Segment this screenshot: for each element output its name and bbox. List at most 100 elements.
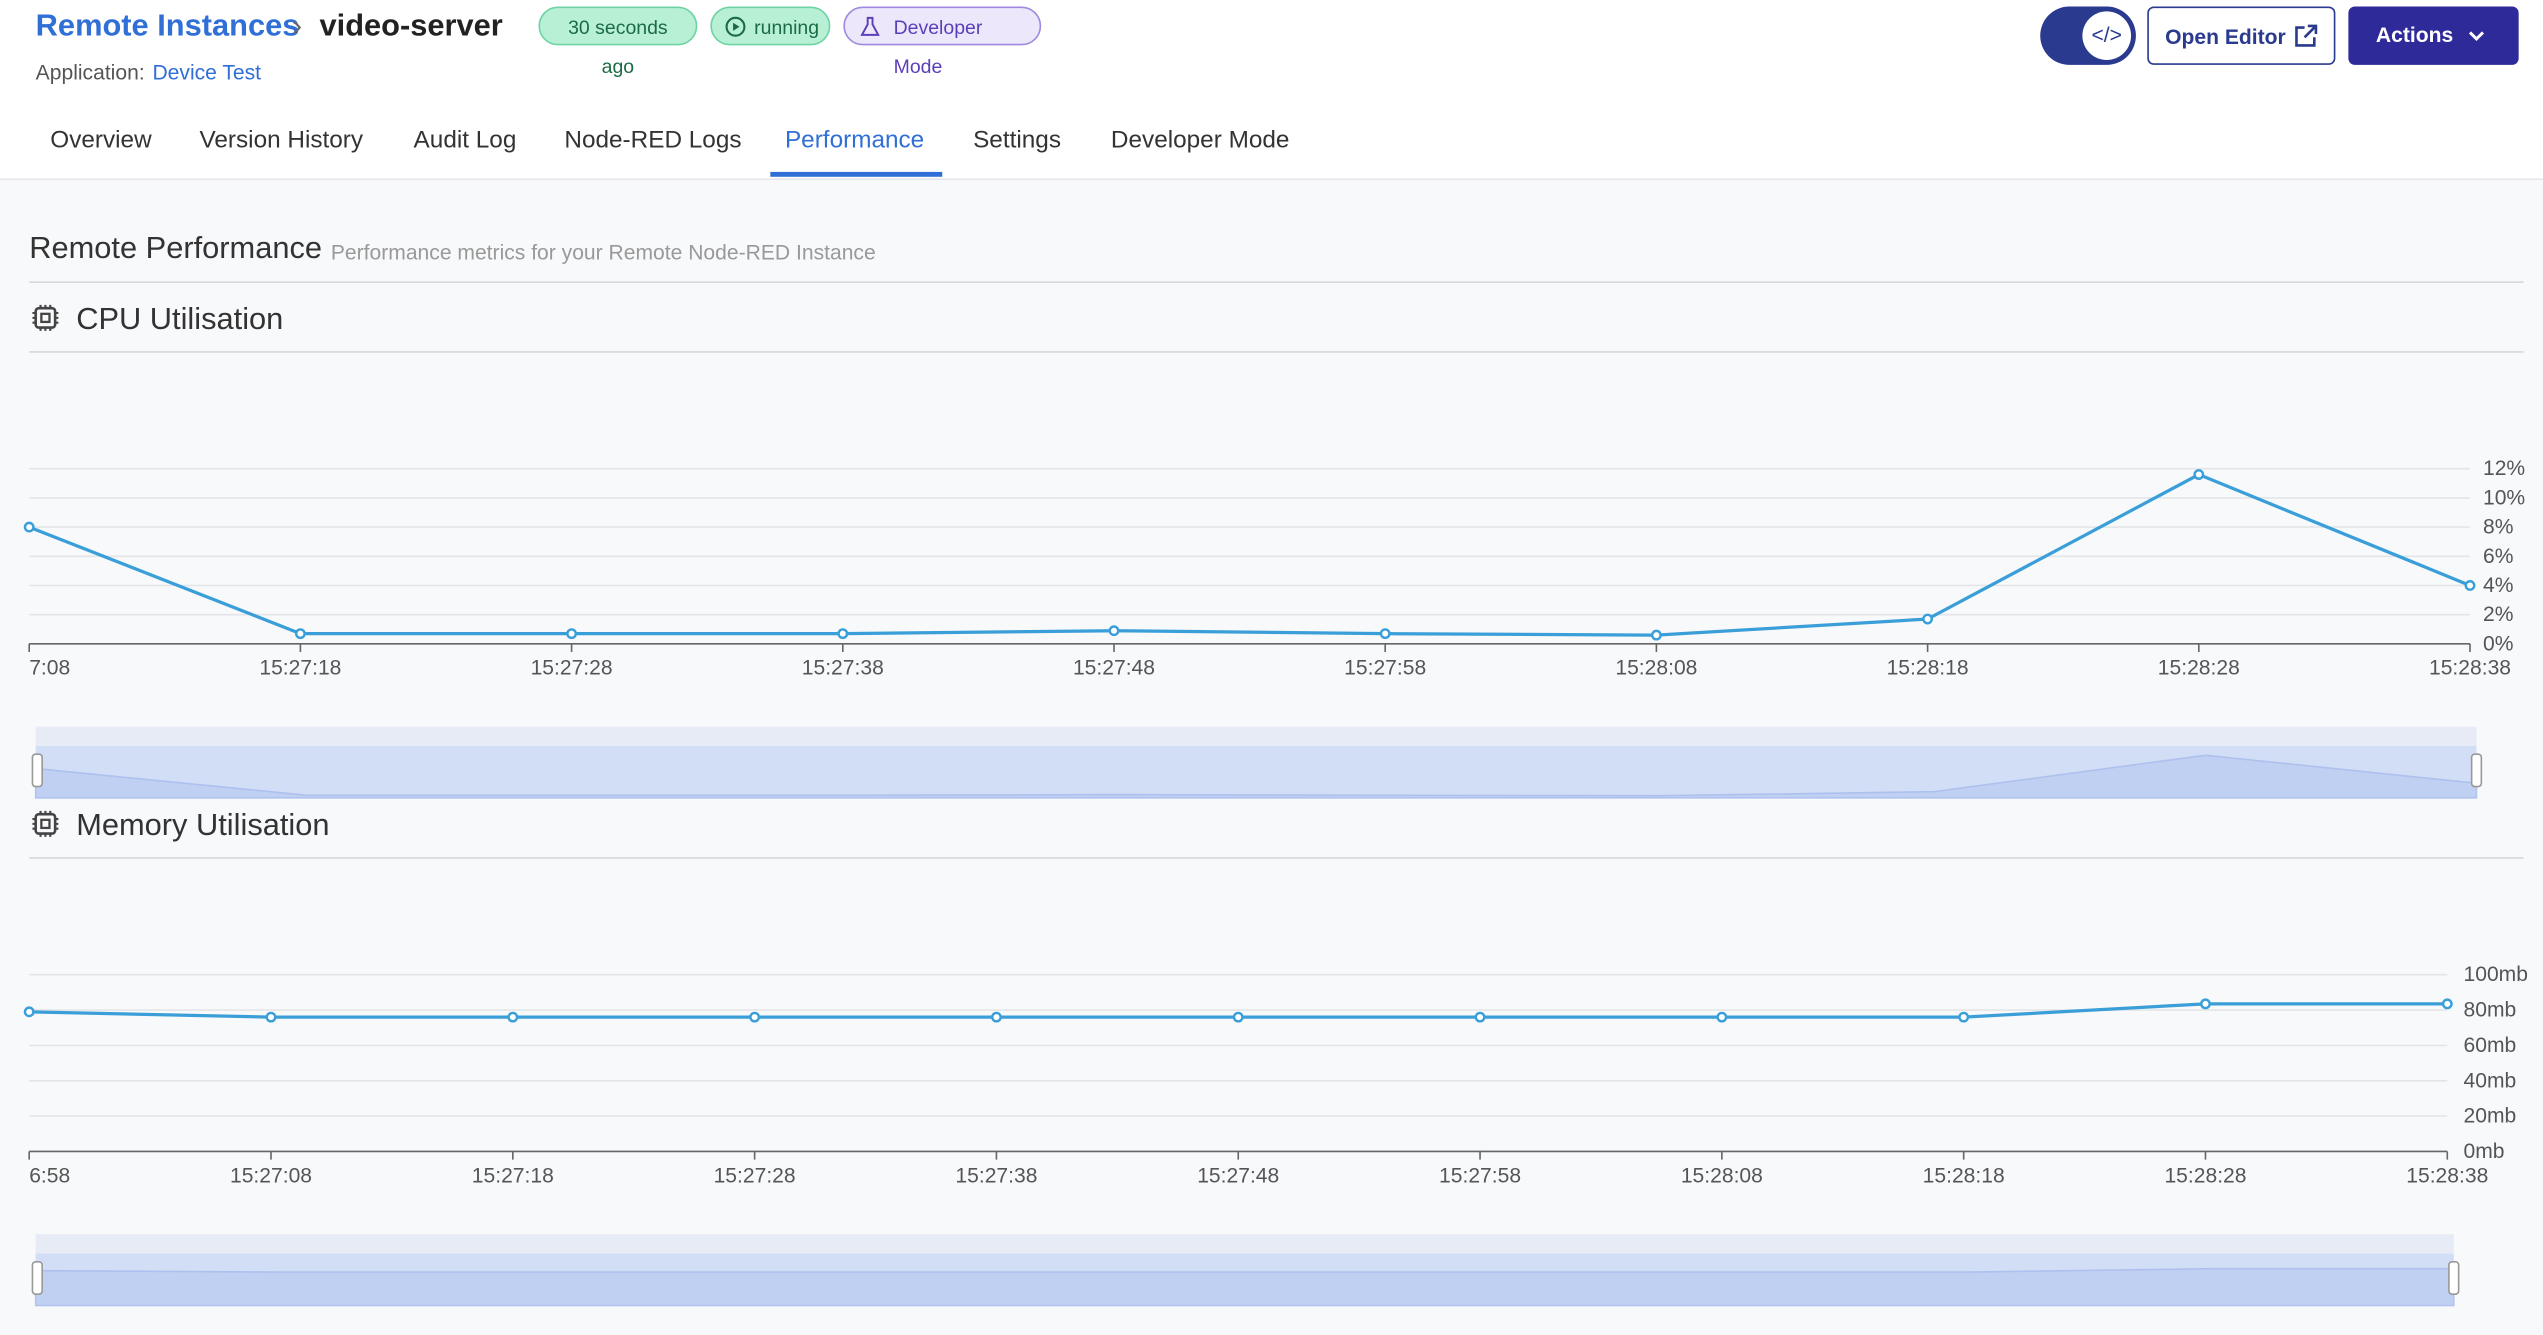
chip-icon xyxy=(32,810,59,837)
chart-title: CPU Utilisation xyxy=(76,301,283,336)
chevron-down xyxy=(2468,31,2485,41)
chart: CPU Utilisation0%2%4%6%8%10%12%15:27:081… xyxy=(0,301,2525,799)
y-tick-label: 2% xyxy=(2483,603,2513,626)
y-tick-label: 4% xyxy=(2483,574,2513,597)
chip-body xyxy=(34,812,57,835)
point xyxy=(265,1011,277,1023)
chart-title: Memory Utilisation xyxy=(76,807,329,842)
point xyxy=(2200,998,2211,1010)
x-tick-label: 15:27:08 xyxy=(230,1164,312,1187)
running-icon xyxy=(725,16,746,37)
badge: Developer Mode xyxy=(843,6,1042,78)
x-tick-label: 15:28:08 xyxy=(1681,1164,1763,1187)
point xyxy=(1650,629,1662,641)
button-label: Actions xyxy=(2375,22,2454,48)
slider-handle xyxy=(2470,753,2483,788)
point xyxy=(23,521,35,533)
tab-indicator xyxy=(770,171,943,177)
x-tick-label: 15:27:48 xyxy=(1197,1164,1279,1187)
x-tick-label: 15:28:38 xyxy=(2429,657,2511,680)
point xyxy=(1958,1011,1970,1023)
tab[interactable]: Settings xyxy=(973,126,1061,155)
x-labels: 15:26:58 15:27:08 15:27:18 15:27:28 15:27:38… xyxy=(0,1164,2488,1187)
x-tick-label: 15:27:28 xyxy=(714,1164,796,1187)
section-subtitle: Performance metrics for your Remote Node… xyxy=(330,240,876,265)
x-tick-label: 15:27:38 xyxy=(802,657,884,680)
x-tick-label: 15:27:28 xyxy=(531,657,613,680)
point xyxy=(1232,1011,1244,1023)
y-tick-label: 0% xyxy=(2483,632,2513,655)
slider-handle xyxy=(2448,1260,2460,1296)
chip-icon xyxy=(32,304,59,331)
x-labels: 15:27:08 15:27:18 15:27:28 15:27:38 15:27:48… xyxy=(0,657,2511,680)
tab[interactable]: Version History xyxy=(199,126,364,155)
point xyxy=(2441,998,2453,1010)
breadcrumb[interactable]: Remote Instances xyxy=(35,9,300,44)
section-title: Remote Performance xyxy=(29,231,323,266)
y-tick-label: 100mb xyxy=(2464,963,2528,986)
instance-name: video-server xyxy=(319,9,503,44)
x-tick-label: 15:28:38 xyxy=(2406,1164,2488,1187)
tab[interactable]: Developer Mode xyxy=(1110,126,1290,155)
point xyxy=(294,628,306,640)
line xyxy=(28,472,2471,637)
chart: Memory Utilisation 0mb 20mb 40mb 60mb 80mb 100… xyxy=(0,807,2528,1307)
badge: running xyxy=(710,6,831,46)
x-tick-label: 15:27:58 xyxy=(1439,1164,1521,1187)
x-tick-label: 15:28:28 xyxy=(2164,1164,2246,1187)
slider-area xyxy=(34,1267,2455,1307)
y-tick-label: 20mb xyxy=(2464,1105,2517,1128)
point xyxy=(1474,1011,1486,1023)
open-editor-button[interactable]: Open Editor xyxy=(2147,6,2336,65)
y-tick-label: 60mb xyxy=(2464,1034,2517,1057)
tab[interactable]: Audit Log xyxy=(413,126,517,155)
point xyxy=(1922,613,1934,625)
point xyxy=(566,628,578,640)
x-tick-label: 15:27:38 xyxy=(955,1164,1037,1187)
x-tick-label: 15:27:58 xyxy=(1344,657,1426,680)
slider-handle xyxy=(31,1260,43,1296)
point xyxy=(23,1006,35,1018)
point xyxy=(749,1011,761,1023)
toggle[interactable]: </> xyxy=(2040,6,2136,65)
y-tick-label: 0mb xyxy=(2464,1140,2505,1163)
x-tick-label: 15:27:08 xyxy=(0,657,70,680)
chip-body xyxy=(34,306,57,329)
x-tick-label: 15:27:18 xyxy=(259,657,341,680)
x-tick-label: 15:27:48 xyxy=(1073,657,1155,680)
slider-handle xyxy=(31,753,43,788)
chip-pins xyxy=(32,810,59,837)
tab-active[interactable]: Performance xyxy=(784,126,925,155)
tab[interactable]: Node-RED Logs xyxy=(564,126,742,155)
point xyxy=(991,1011,1002,1023)
chip-core xyxy=(40,312,51,324)
application-label: Application: xyxy=(35,60,145,85)
actions-button[interactable]: Actions xyxy=(2348,6,2519,65)
point xyxy=(1716,1011,1728,1023)
point xyxy=(1108,625,1120,637)
x-tick-label: 15:26:58 xyxy=(0,1164,70,1187)
y-tick-label: 40mb xyxy=(2464,1069,2517,1092)
button-label: Open Editor xyxy=(2165,24,2286,49)
tab[interactable]: Overview xyxy=(50,126,152,155)
chevron: › xyxy=(291,9,303,44)
point xyxy=(2193,469,2205,480)
application-link[interactable]: Device Test xyxy=(152,60,262,85)
point xyxy=(1379,628,1391,640)
chip-pins xyxy=(32,304,59,331)
x-tick-label: 15:28:18 xyxy=(1887,657,1969,680)
y-tick-label: 10% xyxy=(2483,486,2525,509)
point xyxy=(2464,580,2476,591)
x-tick-label: 15:28:08 xyxy=(1615,657,1697,680)
x-tick-label: 15:28:28 xyxy=(2158,657,2240,680)
flask-icon xyxy=(860,16,880,36)
chip-core xyxy=(40,818,51,830)
point xyxy=(837,628,849,640)
y-tick-label: 80mb xyxy=(2464,999,2517,1022)
badge: 30 seconds ago xyxy=(538,6,698,78)
external-icon xyxy=(2295,24,2318,47)
point xyxy=(507,1011,519,1023)
